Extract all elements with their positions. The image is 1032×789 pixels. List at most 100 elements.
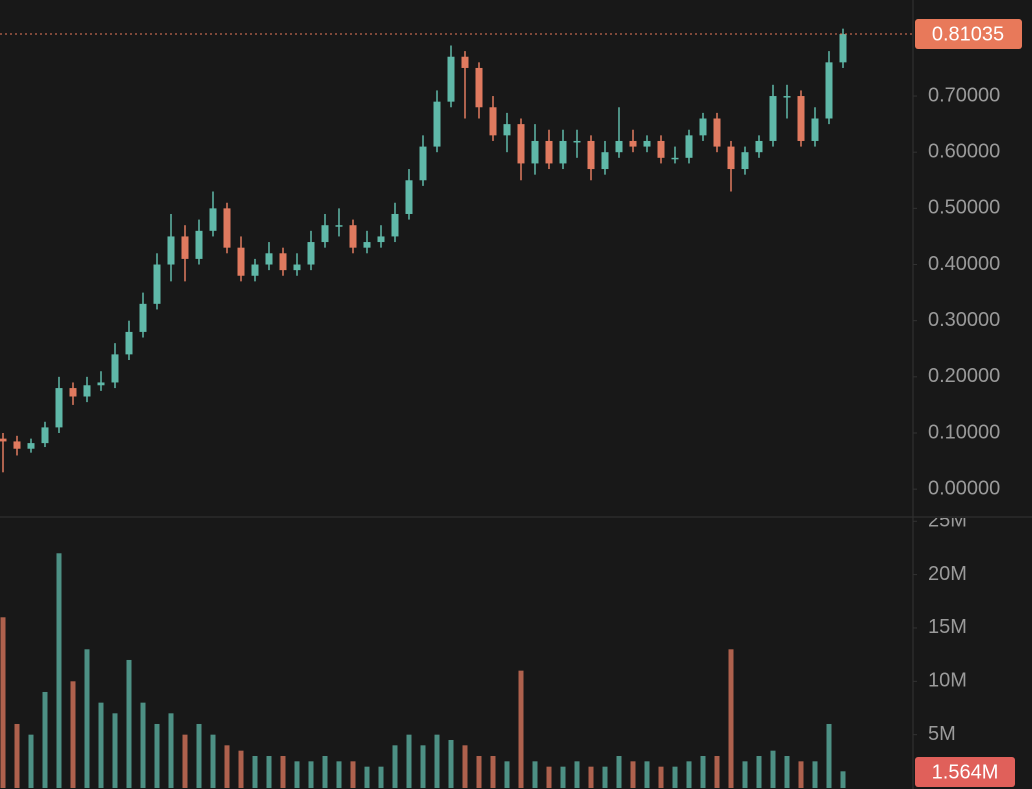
candle-body: [209, 208, 217, 231]
volume-bar: [238, 750, 244, 788]
candle-body: [111, 354, 119, 383]
volume-tick-label: 10M: [928, 670, 967, 692]
volume-bar: [574, 761, 580, 788]
candle-body: [27, 443, 35, 449]
volume-bar: [336, 761, 342, 788]
candle-body: [825, 62, 833, 119]
candle-body: [293, 264, 301, 271]
last-price-label: 0.81035: [932, 23, 1004, 45]
y-tick-label: 0.20000: [928, 365, 1000, 387]
volume-tick-label: 20M: [928, 563, 967, 585]
volume-bar: [490, 755, 496, 788]
volume-bar: [476, 755, 482, 788]
volume-bar: [266, 755, 272, 788]
volume-bar: [168, 713, 174, 788]
volume-bar: [616, 755, 622, 788]
candle-body: [265, 253, 273, 265]
candle-body: [97, 382, 105, 386]
candle-body: [503, 124, 511, 136]
candle-body: [699, 118, 707, 136]
candle-body: [685, 135, 693, 158]
candle-body: [377, 236, 385, 243]
volume-bar: [322, 755, 328, 788]
candle-body: [839, 34, 847, 63]
candle-body: [615, 140, 623, 153]
candle-body: [447, 56, 455, 102]
volume-bar: [406, 734, 412, 788]
candle-body: [41, 427, 49, 444]
candle-body: [363, 242, 371, 248]
candle-body: [489, 107, 497, 136]
volume-bar: [700, 755, 706, 788]
last-price-box: [915, 19, 1022, 50]
volume-bar: [658, 766, 664, 788]
candle-body: [405, 180, 413, 214]
y-tick-label: 0.60000: [928, 140, 1000, 162]
volume-bar: [560, 766, 566, 788]
candle-body: [335, 225, 343, 227]
candle-body: [671, 157, 679, 160]
candle-body: [0, 438, 7, 442]
volume-bar: [784, 755, 790, 788]
candle-body: [391, 213, 399, 237]
candle-body: [657, 140, 665, 158]
volume-bar: [812, 761, 818, 788]
volume-bar: [518, 670, 524, 788]
candle-body: [601, 152, 609, 170]
volume-bar: [826, 723, 832, 788]
volume-bar: [602, 766, 608, 788]
candle-body: [545, 140, 553, 164]
candle-body: [629, 140, 637, 147]
candle-body: [475, 67, 483, 108]
candle-body: [727, 146, 735, 170]
volume-bar: [420, 745, 426, 788]
volume-tick-label: 15M: [928, 616, 967, 638]
volume-bar: [686, 761, 692, 788]
candle-body: [153, 264, 161, 304]
volume-bar: [742, 761, 748, 788]
volume-bar: [140, 702, 146, 788]
last-volume-label: 1.564M: [932, 761, 999, 783]
y-tick-label: 0.70000: [928, 84, 1000, 106]
volume-bar: [770, 750, 776, 788]
volume-bar: [392, 745, 398, 788]
candle-body: [139, 303, 147, 332]
volume-bar: [280, 755, 286, 788]
y-tick-label: 0.00000: [928, 477, 1000, 499]
volume-bar: [714, 755, 720, 788]
candle-body: [531, 140, 539, 164]
candle-body: [55, 388, 63, 428]
volume-pane: 5M 10M 15M 20M 25M: [0, 510, 967, 788]
volume-bar: [504, 761, 510, 788]
volume-bar: [126, 659, 132, 788]
last-volume-box: [915, 757, 1015, 787]
volume-bar: [56, 553, 62, 788]
volume-bar: [224, 745, 230, 788]
volume-bar: [798, 761, 804, 788]
candle-body: [713, 118, 721, 147]
candle-body: [279, 253, 287, 271]
volume-tick-label: 25M: [928, 510, 967, 532]
volume-bar: [840, 771, 846, 788]
volume-bar: [28, 734, 34, 788]
candle-body: [419, 146, 427, 181]
candle-body: [769, 96, 777, 141]
volume-bar: [462, 745, 468, 788]
volume-bar: [182, 734, 188, 788]
volume-bar: [350, 761, 356, 788]
candle-body: [811, 118, 819, 141]
candle-body: [517, 124, 525, 164]
volume-bar: [546, 766, 552, 788]
candle-body: [783, 96, 791, 98]
volume-bar: [70, 681, 76, 788]
candle-body: [433, 101, 441, 147]
volume-bar: [154, 723, 160, 788]
candle-body: [251, 264, 259, 276]
volume-bar: [364, 766, 370, 788]
candle-body: [741, 152, 749, 170]
candle-body: [349, 225, 357, 248]
candle-body: [125, 331, 133, 355]
candle-body: [587, 140, 595, 170]
candle-body: [237, 247, 245, 276]
